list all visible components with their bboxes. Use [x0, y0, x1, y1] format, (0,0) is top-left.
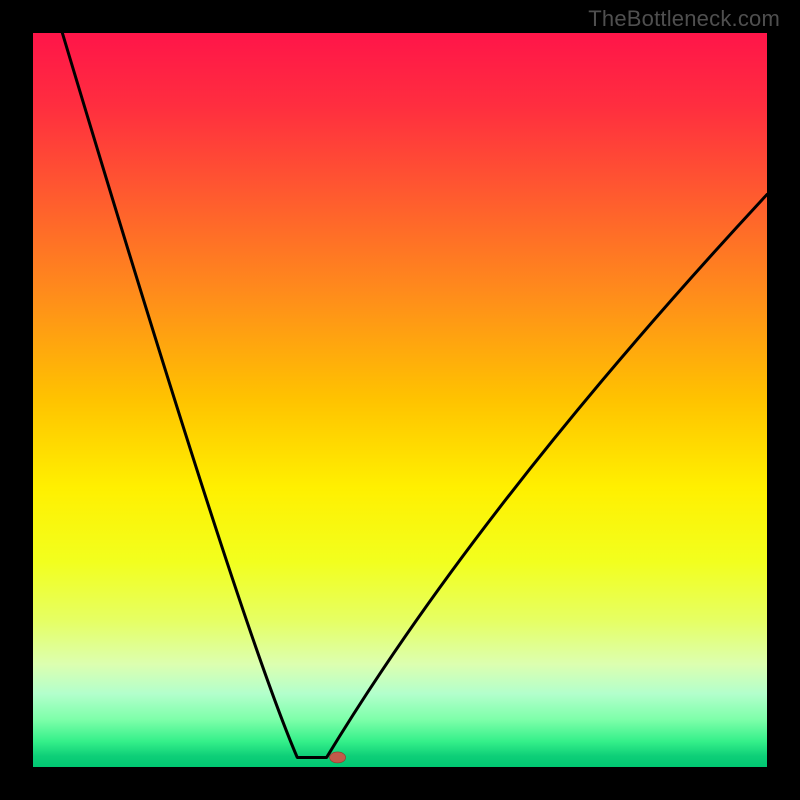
watermark-text: TheBottleneck.com [588, 6, 780, 32]
plot-area [33, 33, 767, 767]
gradient-background [33, 33, 767, 767]
chart-frame: TheBottleneck.com [0, 0, 800, 800]
plot-svg [33, 33, 767, 767]
optimum-marker [330, 752, 346, 763]
